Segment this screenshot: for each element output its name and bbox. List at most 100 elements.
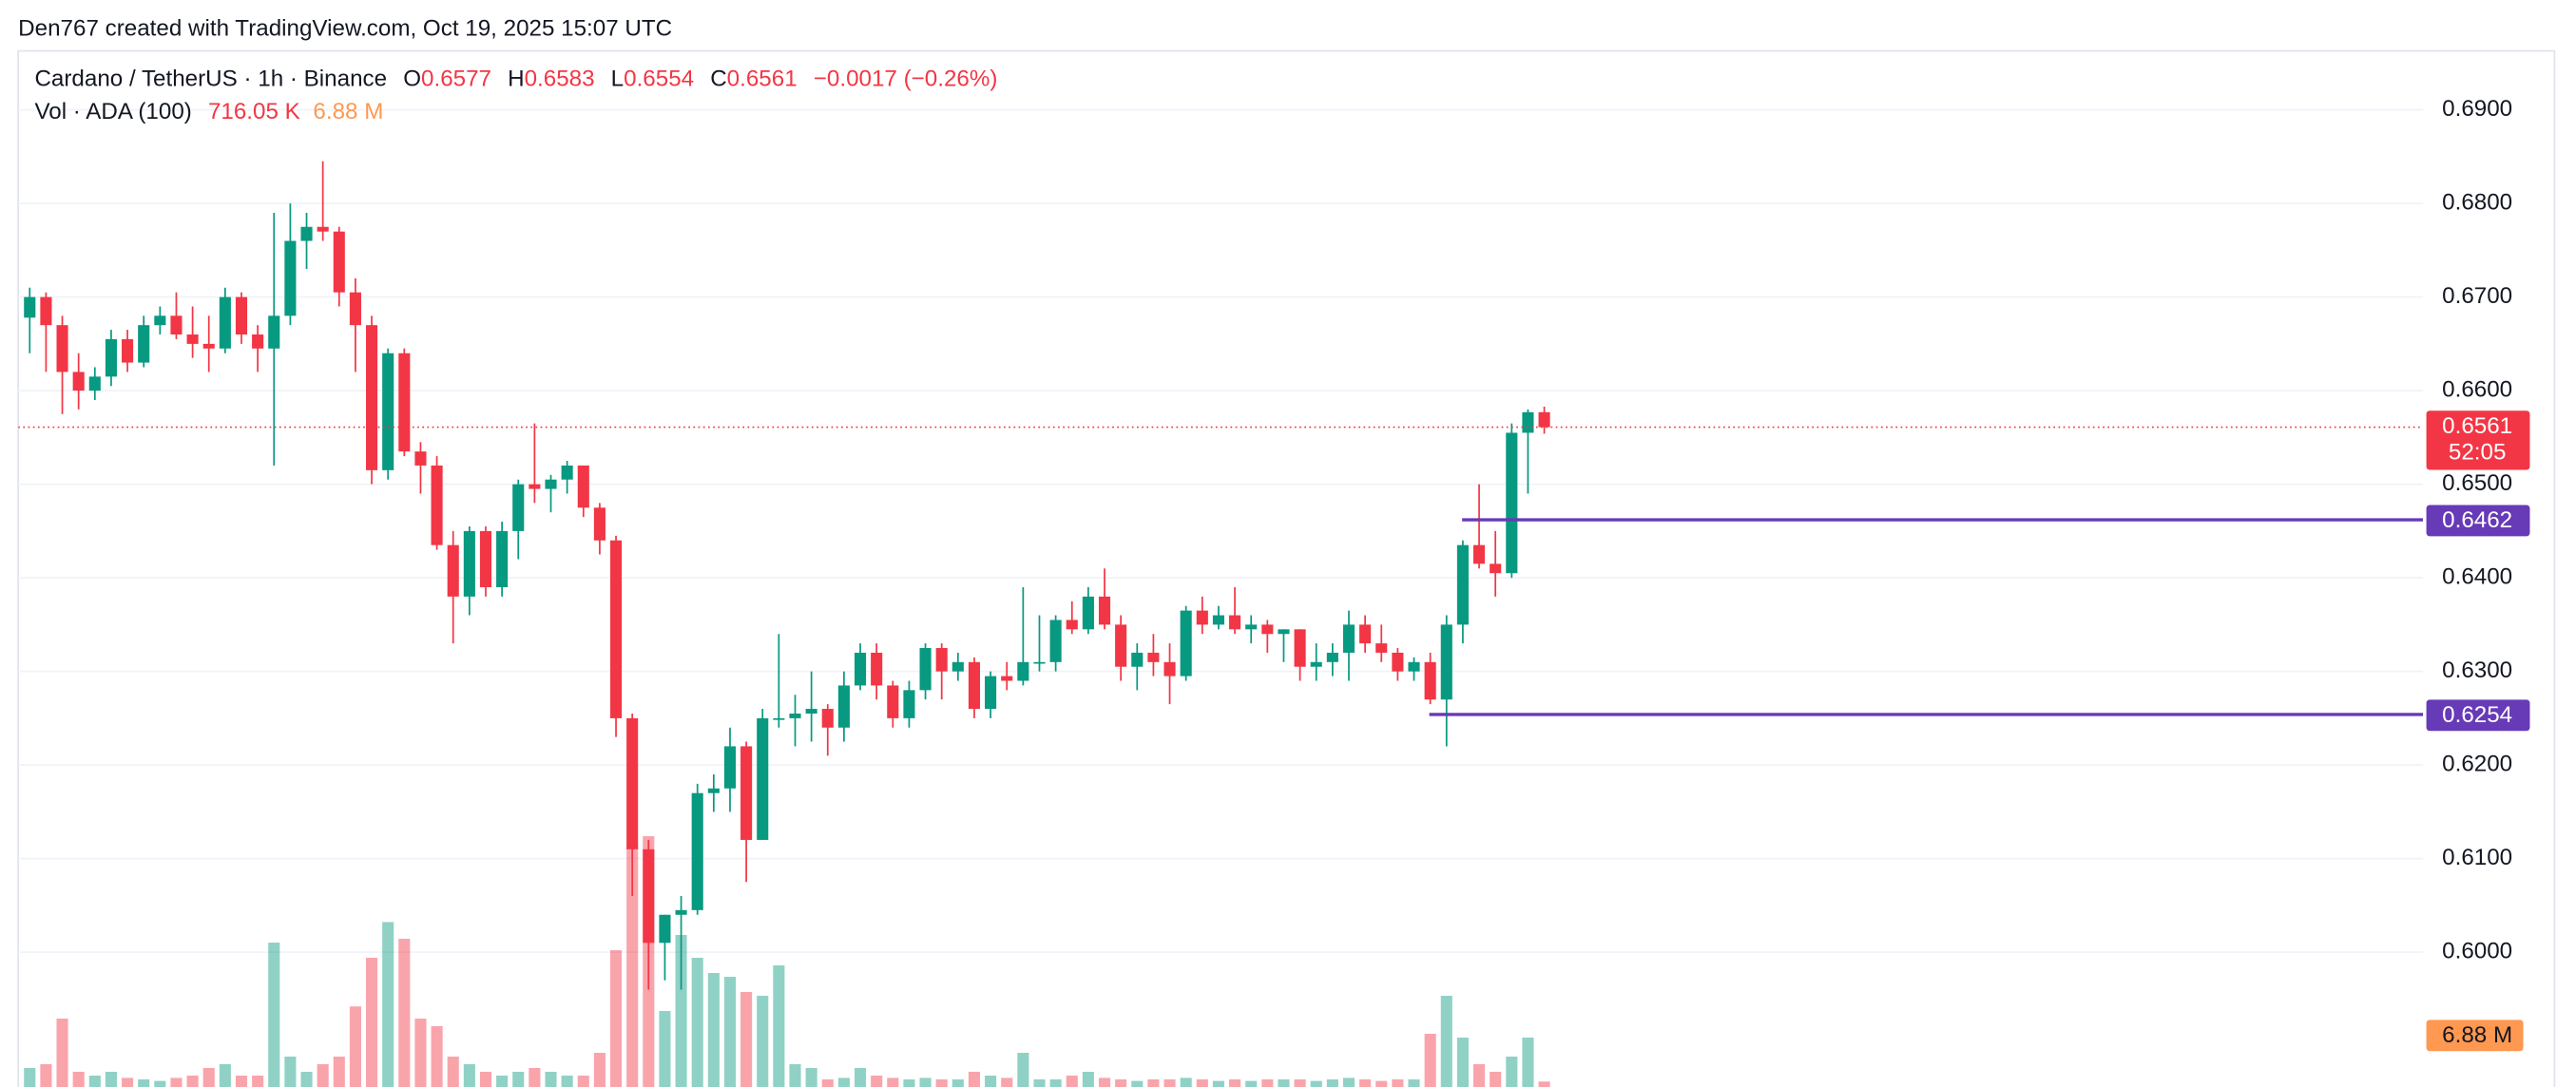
volume-bar <box>887 1077 899 1087</box>
volume-bar <box>219 1064 231 1087</box>
candle-body <box>186 334 199 344</box>
volume-bar <box>1294 1079 1306 1087</box>
volume-bar <box>723 977 737 1087</box>
legend-key: L <box>611 67 624 92</box>
volume-bar <box>40 1064 52 1087</box>
volume-bar <box>186 1076 199 1087</box>
volume-bar <box>691 958 703 1087</box>
volume-bar <box>577 1076 589 1087</box>
candle-body <box>105 338 117 377</box>
volume-bar <box>105 1072 117 1087</box>
last-price-tag <box>2426 410 2530 470</box>
y-tick-label: 0.6700 <box>2442 283 2512 309</box>
volume-bar <box>545 1072 557 1087</box>
volume-bar <box>626 844 639 1087</box>
legend-value: 0.6554 <box>624 67 694 92</box>
candle-body <box>1261 624 1274 635</box>
volume-bar <box>903 1079 915 1087</box>
volume-bar <box>593 1053 606 1087</box>
legend-value: 0.6561 <box>727 67 798 92</box>
volume-bar <box>317 1064 329 1087</box>
candle-body <box>1408 661 1420 672</box>
volume-bar <box>1490 1072 1502 1087</box>
candle-body <box>1342 624 1355 653</box>
candle-body <box>1326 652 1338 662</box>
frame <box>17 49 2556 1087</box>
candle-body <box>1440 624 1452 700</box>
volume-bar <box>773 965 785 1087</box>
symbol: Cardano / TetherUS · 1h · Binance <box>34 67 387 92</box>
candle-body <box>1473 544 1486 564</box>
candle-body <box>561 465 573 480</box>
volume-bar <box>1131 1080 1144 1087</box>
level-label: 0.6462 <box>2442 507 2512 533</box>
volume-bar <box>366 958 378 1087</box>
y-tick-label: 0.6400 <box>2442 564 2512 590</box>
candle-body <box>952 661 964 672</box>
volume-bar <box>1229 1079 1241 1087</box>
candle-body <box>887 685 899 718</box>
volume-bar <box>675 935 687 1087</box>
volume-bar <box>1424 1034 1436 1087</box>
price-pane <box>18 161 2424 990</box>
legend-key: C <box>710 67 726 92</box>
volume-bar <box>1033 1079 1046 1087</box>
candle-body <box>170 315 183 335</box>
candle-body <box>1115 624 1127 667</box>
volume-name: Vol · ADA (100) <box>34 100 191 125</box>
candle-body <box>626 717 639 849</box>
candle-body <box>1229 615 1241 630</box>
volume-bar <box>919 1077 932 1087</box>
volume-bar <box>1456 1038 1469 1087</box>
candle-body <box>903 690 915 718</box>
candle-body <box>268 315 280 349</box>
candle-body <box>1001 676 1013 681</box>
volume-bar <box>1326 1079 1338 1087</box>
volume-bar <box>1049 1079 1062 1087</box>
volume-ma-tag <box>2426 1020 2524 1052</box>
candle-body <box>609 540 623 718</box>
volume-bar <box>1310 1080 1322 1087</box>
volume-bar <box>333 1057 345 1087</box>
volume-bar <box>1506 1057 1518 1087</box>
volume-bar <box>659 1011 671 1087</box>
candle-body <box>1294 629 1306 667</box>
legend-value: 0.6577 <box>421 67 491 92</box>
candle-body <box>1033 661 1046 664</box>
volume-bar <box>529 1068 541 1087</box>
candle-body <box>349 292 361 326</box>
volume-bar <box>88 1076 101 1087</box>
candle-body <box>1196 610 1208 625</box>
legend-key: O <box>403 67 421 92</box>
volume-bar <box>1245 1080 1258 1087</box>
volume-bar <box>1538 1081 1550 1087</box>
volume-bar <box>968 1072 981 1087</box>
candle-body <box>1131 652 1144 667</box>
candle-body <box>398 353 411 452</box>
candle-body <box>707 788 720 793</box>
volume-bar <box>349 1006 361 1087</box>
candle-body <box>1212 615 1224 625</box>
candle-body <box>1082 596 1094 630</box>
volume-bar <box>479 1072 492 1087</box>
candle-body <box>56 325 68 372</box>
countdown: 52:05 <box>2449 440 2507 466</box>
y-tick-label: 0.6500 <box>2442 470 2512 496</box>
candle-body <box>138 325 150 363</box>
volume-bar <box>1440 996 1452 1087</box>
volume-bar <box>1212 1080 1224 1087</box>
candle-body <box>854 652 867 686</box>
candle-body <box>773 717 785 720</box>
volume-bar <box>985 1076 997 1087</box>
candle-body <box>252 334 264 349</box>
price-axis: 0.6000 0.6100 0.6200 0.6300 0.6400 0.6500 0.66… <box>2426 96 2530 1052</box>
candle-body <box>1506 432 1518 574</box>
volume-bar <box>1261 1079 1274 1087</box>
volume-bar <box>512 1072 525 1087</box>
candle-body <box>414 451 427 466</box>
level-label: 0.6254 <box>2442 702 2512 728</box>
candle-body <box>1424 661 1436 700</box>
volume-bar <box>382 922 394 1087</box>
candle-body <box>1180 610 1192 677</box>
